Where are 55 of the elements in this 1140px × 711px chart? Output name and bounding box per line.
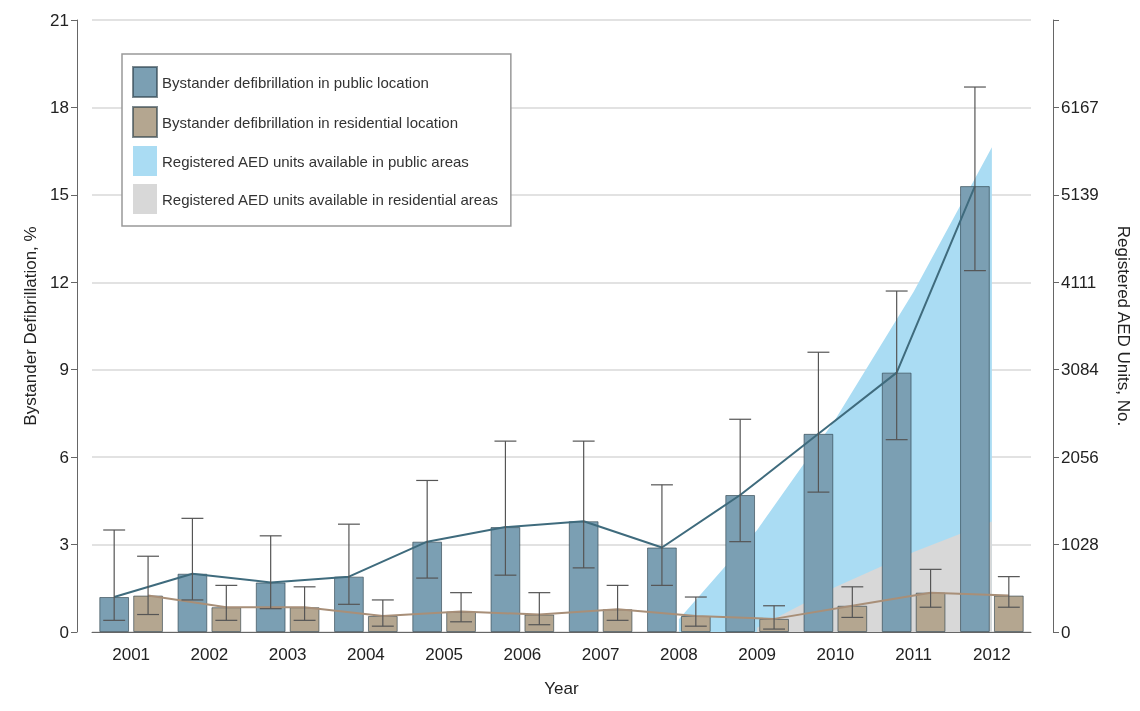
x-tick-label: 2008 bbox=[659, 645, 698, 664]
legend-label: Bystander defibrillation in public location bbox=[162, 73, 429, 91]
x-tick-label: 2012 bbox=[972, 645, 1011, 664]
bar bbox=[602, 609, 633, 632]
x-tick-label: 2010 bbox=[816, 645, 855, 664]
x-tick-label: 2009 bbox=[738, 645, 777, 664]
y-tick-label: 6 bbox=[59, 447, 69, 467]
bar bbox=[837, 605, 868, 632]
x-tick-label: 2005 bbox=[425, 645, 464, 664]
x-tick-label: 2004 bbox=[346, 645, 385, 664]
y-tick-label: 0 bbox=[59, 622, 69, 642]
y2-tick-label: 0 bbox=[1061, 622, 1071, 642]
legend-label: Bystander defibrillation in residential location bbox=[162, 113, 459, 131]
y2-tick-label: 4111 bbox=[1061, 272, 1097, 292]
line-series bbox=[113, 185, 976, 599]
y2-tick-label: 5139 bbox=[1061, 185, 1099, 205]
x-tick-label: 2003 bbox=[268, 645, 307, 664]
legend-label: Registered AED units available in residential areas bbox=[162, 190, 499, 208]
bar bbox=[412, 541, 443, 632]
x-tick-label: 2006 bbox=[503, 645, 542, 664]
y-axis-title: Bystander Defibrillation, % bbox=[21, 226, 40, 426]
bar bbox=[725, 495, 756, 632]
y2-axis-title: Registered AED Units, No. bbox=[1114, 225, 1133, 427]
bar bbox=[255, 582, 286, 632]
bar bbox=[803, 433, 834, 632]
bar bbox=[490, 527, 521, 632]
bar bbox=[915, 592, 946, 632]
y-tick-label: 18 bbox=[50, 97, 69, 117]
y2-tick-label: 6167 bbox=[1061, 97, 1099, 117]
bar bbox=[568, 521, 599, 632]
x-tick-label: 2007 bbox=[581, 645, 620, 664]
bar bbox=[367, 615, 398, 632]
x-tick-label: 2002 bbox=[190, 645, 229, 664]
y-tick-label: 3 bbox=[59, 535, 69, 555]
bar bbox=[99, 597, 130, 632]
bar bbox=[993, 595, 1024, 632]
bar bbox=[211, 607, 242, 632]
line-series bbox=[147, 591, 1010, 620]
x-axis-title: Year bbox=[544, 679, 580, 698]
y2-tick-label: 1028 bbox=[1061, 535, 1099, 555]
bar bbox=[960, 186, 990, 632]
x-tick-label: 2011 bbox=[895, 645, 932, 664]
y-tick-label: 9 bbox=[59, 360, 69, 380]
y2-tick-label: 3084 bbox=[1061, 360, 1099, 380]
y2-tick-label: 2056 bbox=[1061, 447, 1099, 467]
legend-label: Registered AED units available in public areas bbox=[162, 152, 469, 170]
x-tick-label: 2001 bbox=[112, 645, 151, 664]
bar bbox=[289, 607, 320, 632]
y-tick-label: 21 bbox=[50, 10, 69, 30]
bar bbox=[881, 372, 912, 632]
bar bbox=[524, 614, 555, 632]
y-tick-label: 15 bbox=[50, 185, 69, 205]
bar bbox=[647, 547, 677, 632]
bar bbox=[133, 595, 163, 632]
y-tick-label: 12 bbox=[50, 272, 69, 292]
